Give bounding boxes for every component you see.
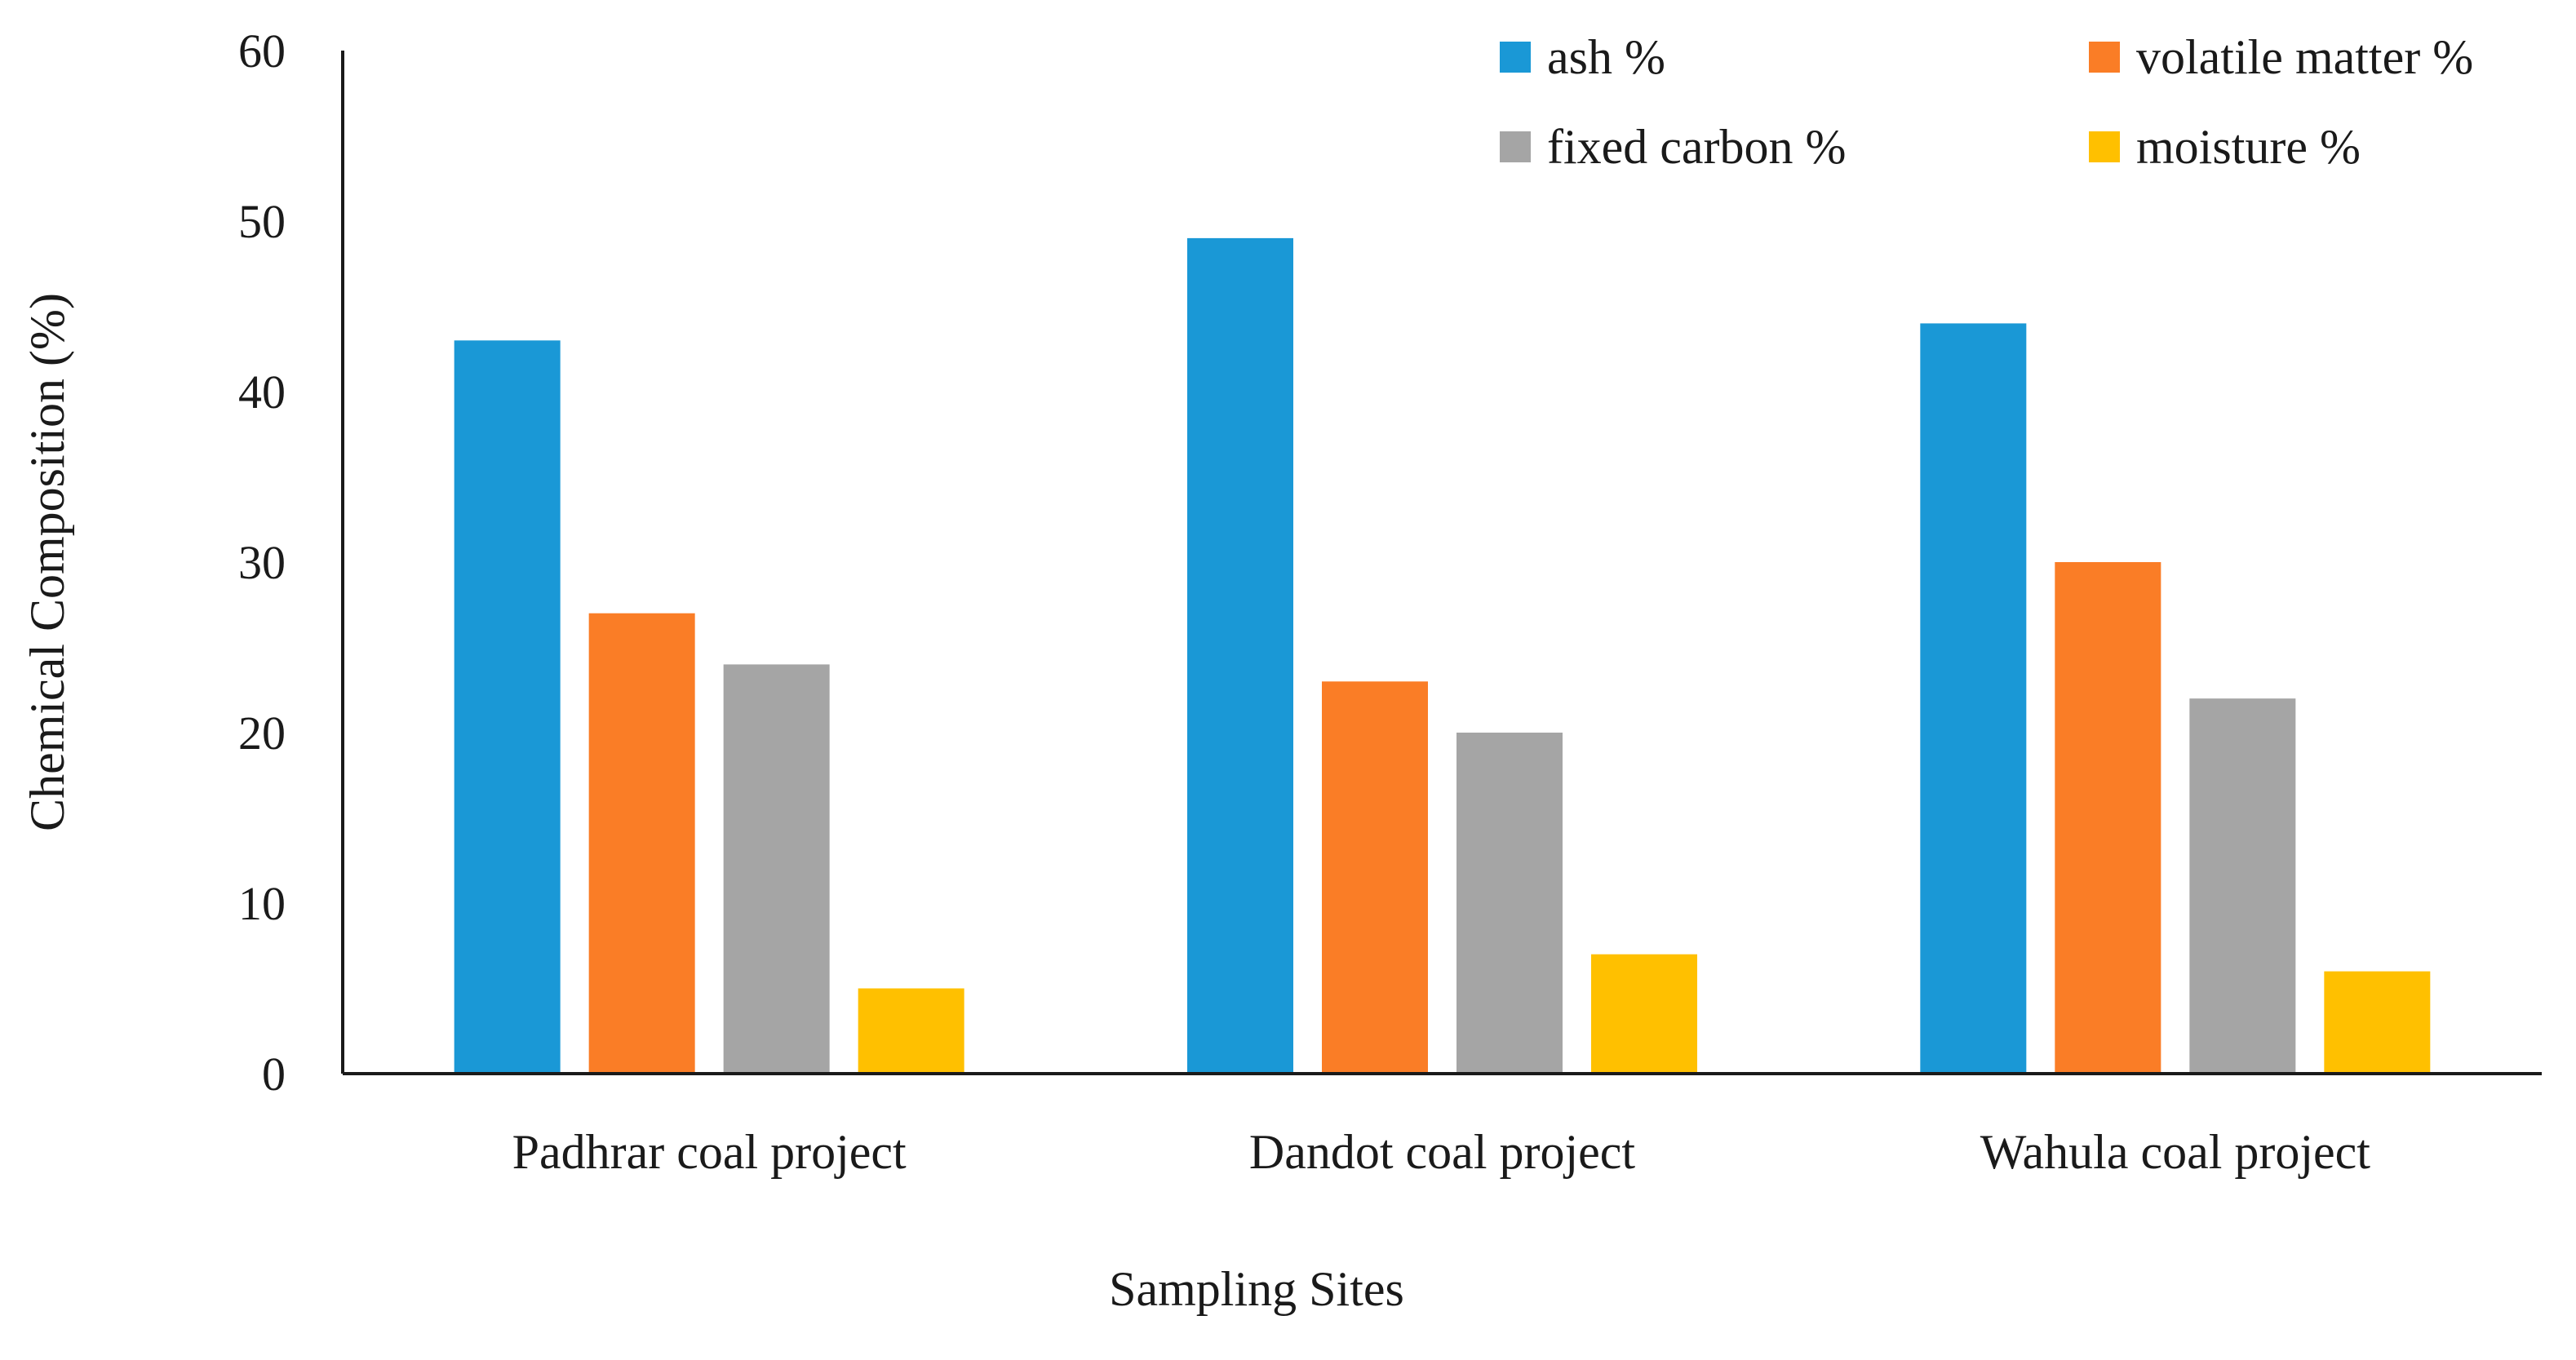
bar-moisture-3 xyxy=(2324,971,2431,1074)
legend-label: fixed carbon % xyxy=(1547,120,1847,174)
x-axis-ticks: Padhrar coal project Dandot coal project W… xyxy=(512,1125,2371,1179)
y-tick-label: 40 xyxy=(238,365,286,419)
y-tick-label: 10 xyxy=(238,877,286,930)
bar-fixed-carbon-2 xyxy=(1456,733,1563,1074)
y-tick-label: 30 xyxy=(238,536,286,589)
legend: ash % volatile matter % fixed carbon % mois… xyxy=(1500,30,2473,174)
x-tick-label: Dandot coal project xyxy=(1249,1125,1635,1179)
y-tick-label: 0 xyxy=(262,1048,286,1101)
y-axis-label: Chemical Composition (%) xyxy=(20,293,74,831)
bar-moisture-1 xyxy=(858,988,964,1074)
x-tick-label: Wahula coal project xyxy=(1980,1125,2371,1179)
bar-moisture-2 xyxy=(1591,954,1697,1074)
legend-label: moisture % xyxy=(2136,120,2361,174)
legend-swatch xyxy=(2089,131,2120,162)
bar-fixed-carbon-3 xyxy=(2189,698,2296,1074)
y-tick-label: 60 xyxy=(238,24,286,78)
bar-fixed-carbon-1 xyxy=(723,664,830,1074)
bars xyxy=(454,237,2431,1074)
x-axis-label: Sampling Sites xyxy=(1109,1262,1404,1316)
bar-volatile-matter-1 xyxy=(588,613,695,1074)
x-tick-label: Padhrar coal project xyxy=(512,1125,907,1179)
bar-volatile-matter-3 xyxy=(2055,562,2161,1074)
bar-ash-2 xyxy=(1187,237,1293,1074)
y-axis-ticks: 0 10 20 30 40 50 60 xyxy=(238,24,286,1101)
bar-volatile-matter-2 xyxy=(1322,681,1428,1074)
y-tick-label: 20 xyxy=(238,707,286,760)
y-tick-label: 50 xyxy=(238,195,286,248)
legend-swatch xyxy=(2089,42,2120,73)
legend-swatch xyxy=(1500,42,1531,73)
legend-label: ash % xyxy=(1547,30,1665,84)
bar-ash-1 xyxy=(454,340,561,1074)
legend-label: volatile matter % xyxy=(2136,30,2473,84)
legend-swatch xyxy=(1500,131,1531,162)
bar-ash-3 xyxy=(1920,323,2027,1074)
